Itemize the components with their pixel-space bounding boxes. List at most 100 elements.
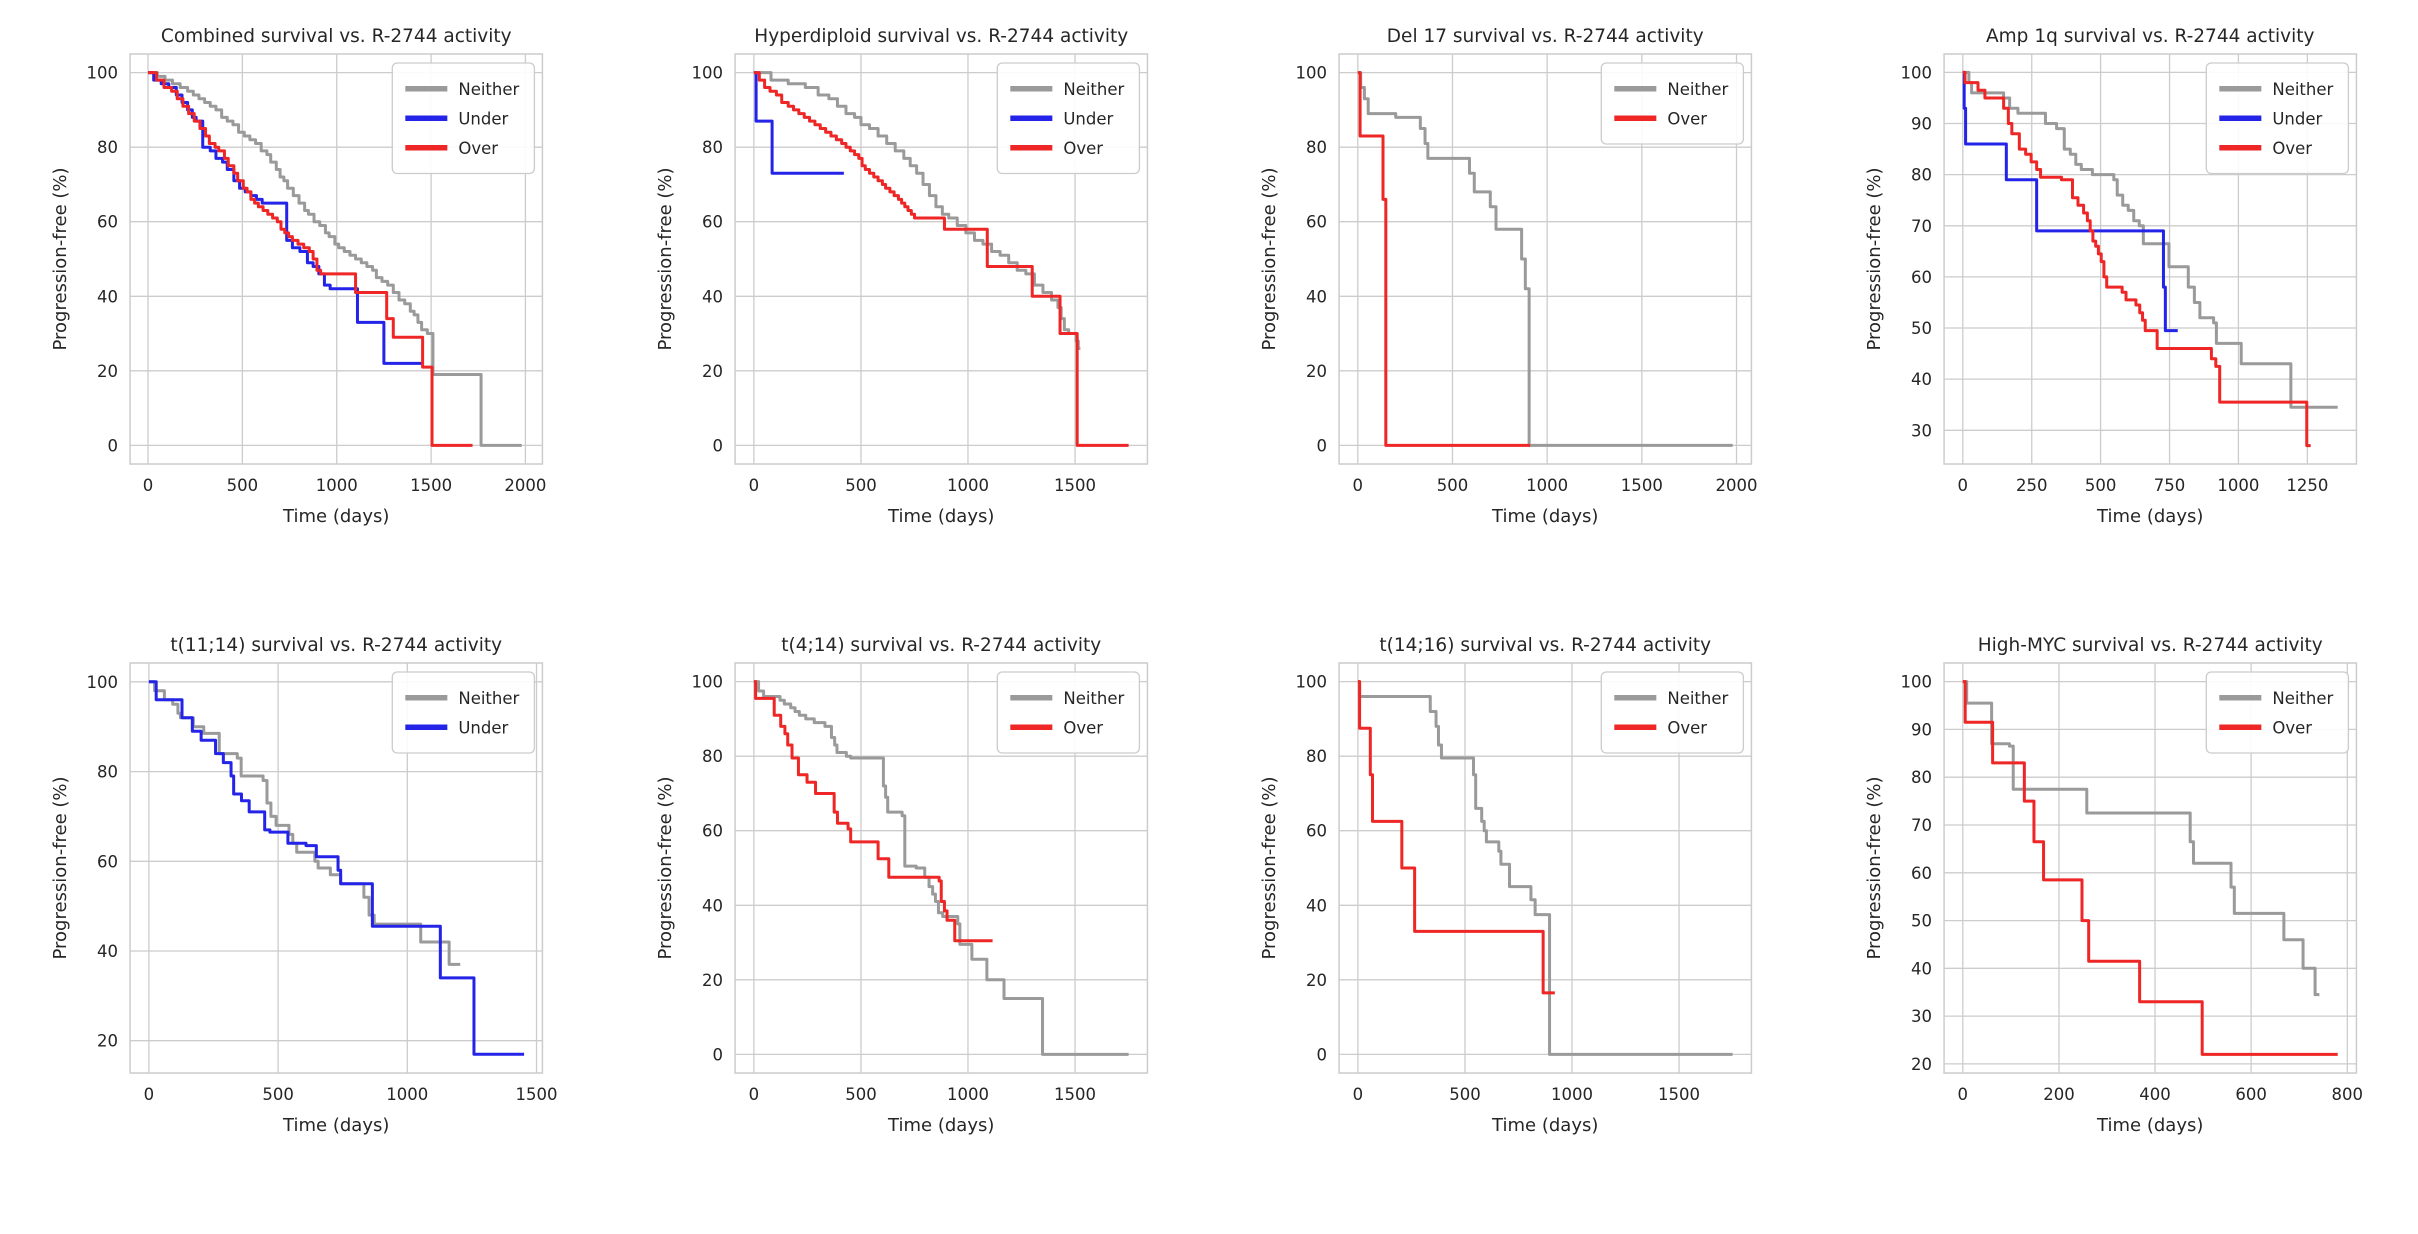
y-tick-label: 100 — [1296, 673, 1328, 692]
subplot-t14-16: t(14;16) survival vs. R-2744 activity Ti… — [1249, 625, 1854, 1234]
y-tick-label: 70 — [1911, 816, 1932, 835]
y-tick-label: 60 — [702, 822, 723, 841]
x-tick-label: 1500 — [1054, 476, 1096, 495]
x-tick-label: 0 — [1957, 476, 1968, 495]
legend-label-over: Over — [2272, 718, 2312, 737]
y-tick-label: 70 — [1911, 217, 1932, 236]
survival-plot-t11-14: t(11;14) survival vs. R-2744 activity Ti… — [40, 625, 645, 1234]
x-tick-label: 1000 — [386, 1085, 428, 1104]
survival-plot-combined: Combined survival vs. R-2744 activity Ti… — [40, 16, 645, 625]
subplot-t11-14: t(11;14) survival vs. R-2744 activity Ti… — [40, 625, 645, 1234]
x-axis-label: Time (days) — [1491, 506, 1598, 527]
survival-plot-high-myc: High-MYC survival vs. R-2744 activity Ti… — [1854, 625, 2418, 1234]
x-tick-label: 500 — [845, 1085, 877, 1104]
plot-title: High-MYC survival vs. R-2744 activity — [1977, 635, 2322, 656]
survival-plot-t14-16: t(14;16) survival vs. R-2744 activity Ti… — [1249, 625, 1854, 1234]
x-tick-label: 0 — [1353, 1085, 1364, 1104]
y-tick-label: 80 — [1911, 768, 1932, 787]
legend-label-under: Under — [458, 109, 508, 128]
legend — [1601, 672, 1743, 753]
x-axis-label: Time (days) — [2096, 506, 2203, 527]
legend-label-neither: Neither — [1063, 689, 1124, 708]
y-tick-label: 60 — [1306, 213, 1327, 232]
x-tick-label: 0 — [748, 1085, 759, 1104]
x-tick-label: 500 — [262, 1085, 294, 1104]
y-axis-label: Progression-free (%) — [1259, 776, 1280, 959]
subplot-hyperdiploid: Hyperdiploid survival vs. R-2744 activit… — [645, 16, 1250, 625]
x-tick-label: 1500 — [516, 1085, 558, 1104]
y-tick-label: 30 — [1911, 421, 1932, 440]
subplot-del17: Del 17 survival vs. R-2744 activity Time… — [1249, 16, 1854, 625]
y-tick-label: 80 — [702, 138, 723, 157]
y-tick-label: 80 — [1306, 747, 1327, 766]
y-tick-label: 20 — [702, 971, 723, 990]
legend-label-neither: Neither — [458, 80, 519, 99]
legend-label-under: Under — [1063, 109, 1113, 128]
y-tick-label: 0 — [1317, 1045, 1328, 1064]
x-tick-label: 0 — [1957, 1085, 1968, 1104]
y-tick-label: 20 — [97, 1032, 118, 1051]
survival-plot-del17: Del 17 survival vs. R-2744 activity Time… — [1249, 16, 1854, 625]
plot-title: Combined survival vs. R-2744 activity — [161, 26, 512, 47]
y-tick-label: 80 — [97, 138, 118, 157]
plot-title: t(11;14) survival vs. R-2744 activity — [170, 635, 502, 656]
survival-plot-amp1q: Amp 1q survival vs. R-2744 activity Time… — [1854, 16, 2418, 625]
legend-label-over: Over — [1063, 718, 1103, 737]
y-tick-label: 40 — [97, 287, 118, 306]
x-tick-label: 1500 — [1621, 476, 1663, 495]
x-tick-label: 1000 — [2217, 476, 2259, 495]
x-tick-label: 0 — [143, 476, 154, 495]
y-axis-label: Progression-free (%) — [655, 167, 676, 350]
y-tick-label: 20 — [1306, 362, 1327, 381]
legend-label-over: Over — [1667, 718, 1707, 737]
x-tick-label: 0 — [144, 1085, 155, 1104]
y-tick-label: 80 — [702, 747, 723, 766]
x-tick-label: 600 — [2235, 1085, 2267, 1104]
x-tick-label: 500 — [845, 476, 877, 495]
y-tick-label: 40 — [702, 287, 723, 306]
y-axis-label: Progression-free (%) — [50, 167, 71, 350]
x-tick-label: 250 — [2015, 476, 2047, 495]
y-tick-label: 40 — [702, 896, 723, 915]
legend-label-over: Over — [458, 139, 498, 158]
legend-label-over: Over — [2272, 139, 2312, 158]
series-under — [148, 73, 424, 364]
y-axis-label: Progression-free (%) — [655, 776, 676, 959]
y-tick-label: 100 — [1900, 673, 1932, 692]
y-tick-label: 0 — [712, 436, 723, 455]
legend-label-neither: Neither — [1667, 80, 1728, 99]
x-tick-label: 2000 — [504, 476, 546, 495]
x-axis-label: Time (days) — [282, 506, 389, 527]
subplot-amp1q: Amp 1q survival vs. R-2744 activity Time… — [1854, 16, 2418, 625]
y-tick-label: 90 — [1911, 720, 1932, 739]
legend — [392, 672, 534, 753]
plot-title: t(14;16) survival vs. R-2744 activity — [1379, 635, 1711, 656]
x-tick-label: 750 — [2153, 476, 2185, 495]
survival-plot-hyperdiploid: Hyperdiploid survival vs. R-2744 activit… — [645, 16, 1250, 625]
legend-label-under: Under — [458, 718, 508, 737]
y-tick-label: 20 — [97, 362, 118, 381]
x-tick-label: 1000 — [946, 1085, 988, 1104]
y-tick-label: 20 — [1306, 971, 1327, 990]
y-tick-label: 80 — [97, 763, 118, 782]
x-tick-label: 1500 — [1658, 1085, 1700, 1104]
plot-title: Amp 1q survival vs. R-2744 activity — [1986, 26, 2315, 47]
y-tick-label: 100 — [1296, 64, 1328, 83]
x-tick-label: 500 — [227, 476, 259, 495]
y-tick-label: 0 — [712, 1045, 723, 1064]
x-tick-label: 1250 — [2286, 476, 2328, 495]
x-axis-label: Time (days) — [887, 1115, 994, 1136]
legend-label-neither: Neither — [1063, 80, 1124, 99]
y-axis-label: Progression-free (%) — [1259, 167, 1280, 350]
legend-label-under: Under — [2272, 109, 2322, 128]
y-tick-label: 80 — [1306, 138, 1327, 157]
x-tick-label: 1000 — [1526, 476, 1568, 495]
y-tick-label: 40 — [1306, 896, 1327, 915]
y-axis-label: Progression-free (%) — [1864, 776, 1885, 959]
x-tick-label: 500 — [2084, 476, 2116, 495]
